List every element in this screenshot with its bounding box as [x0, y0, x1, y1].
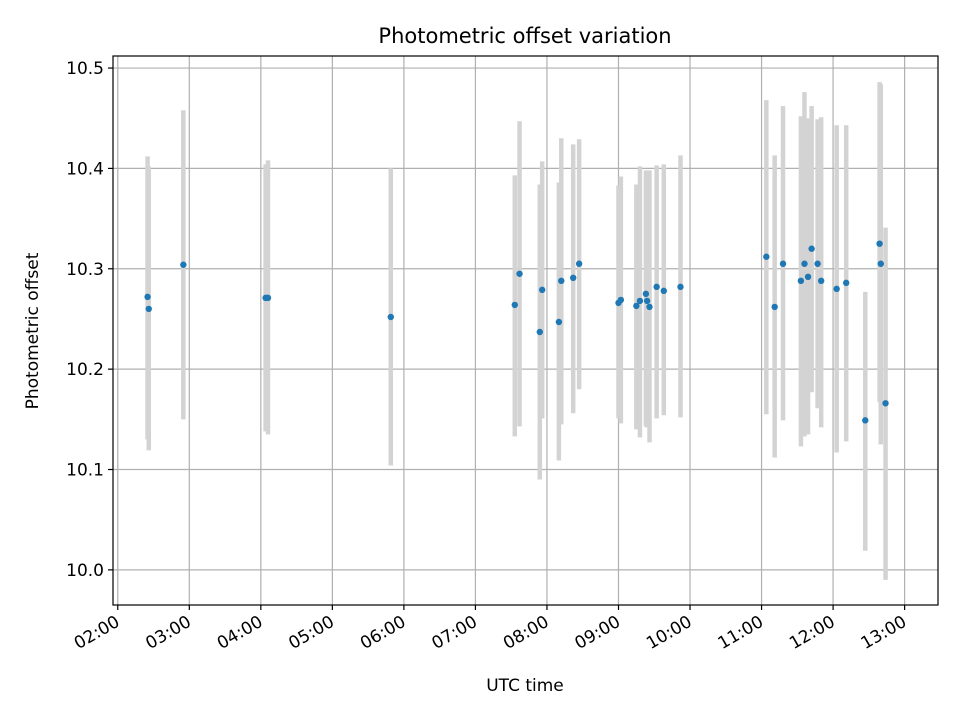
data-point: [862, 417, 869, 424]
data-point: [180, 261, 187, 268]
data-point: [646, 303, 653, 311]
point-layer: [144, 240, 889, 424]
data-point: [882, 400, 889, 407]
data-point: [653, 283, 660, 291]
data-point: [575, 260, 583, 267]
plot-frame: [112, 55, 939, 606]
data-point: [876, 240, 883, 247]
data-point: [516, 270, 523, 277]
data-point: [808, 245, 815, 252]
x-axis-label: UTC time: [486, 676, 564, 696]
data-point: [145, 305, 152, 313]
chart-title: Photometric offset variation: [378, 24, 671, 48]
data-point: [814, 260, 821, 267]
data-point: [763, 253, 770, 260]
data-point: [801, 260, 808, 267]
data-point: [387, 313, 394, 321]
data-point: [642, 290, 650, 298]
y-axis-label: Photometric offset: [23, 252, 43, 409]
y-tick-label: 10.0: [66, 561, 104, 581]
data-point: [677, 283, 684, 291]
data-point: [779, 260, 787, 267]
data-point: [264, 294, 272, 302]
data-point: [536, 328, 544, 336]
data-point: [538, 286, 546, 294]
data-point: [643, 297, 651, 305]
y-tick-label: 10.2: [66, 360, 104, 380]
data-point: [617, 296, 625, 304]
data-point: [144, 293, 151, 301]
y-tick-label: 10.5: [66, 59, 104, 79]
data-point: [833, 285, 840, 293]
y-tick-label: 10.3: [66, 260, 104, 280]
y-tick-label: 10.4: [66, 159, 104, 179]
data-point: [555, 318, 563, 326]
data-point: [558, 277, 565, 285]
data-point: [633, 302, 640, 310]
data-point: [797, 277, 805, 285]
data-point: [804, 273, 812, 281]
data-point: [511, 301, 518, 309]
data-point: [569, 274, 577, 282]
data-point: [771, 303, 778, 311]
grid-layer: [113, 56, 938, 605]
data-point: [877, 260, 884, 267]
data-point: [817, 277, 825, 285]
data-point: [843, 279, 850, 287]
data-point: [660, 287, 667, 295]
y-axis: 10.0 10.1 10.2 10.3 10.4 10.5: [66, 59, 113, 581]
y-tick-label: 10.1: [66, 461, 104, 481]
data-point: [636, 297, 644, 305]
